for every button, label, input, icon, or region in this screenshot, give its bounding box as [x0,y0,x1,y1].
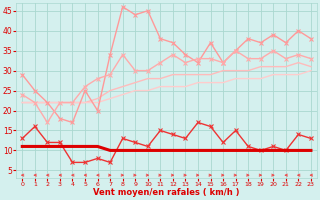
X-axis label: Vent moyen/en rafales ( km/h ): Vent moyen/en rafales ( km/h ) [93,188,240,197]
